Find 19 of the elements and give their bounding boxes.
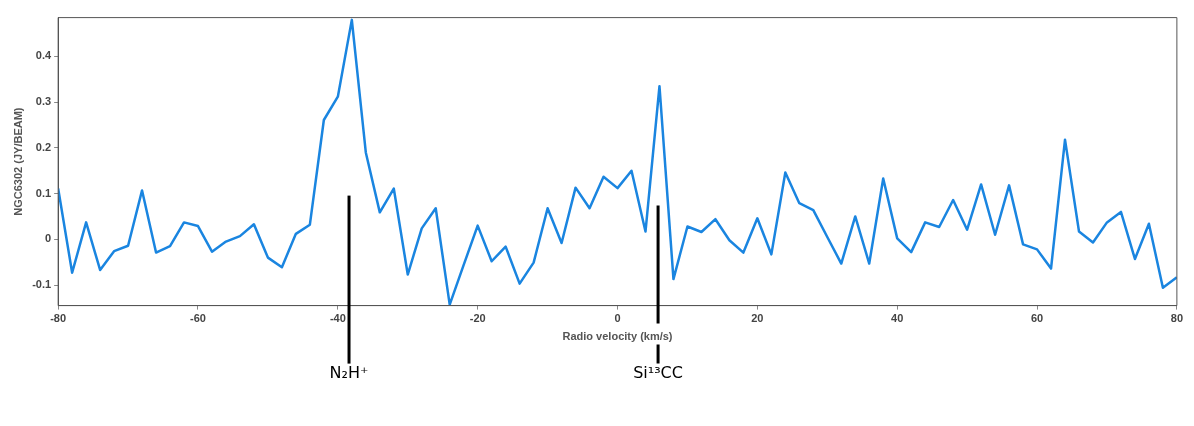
- x-tick-label: 20: [751, 312, 764, 325]
- y-tick-label: 0.1: [35, 186, 52, 199]
- y-tick-label: 0: [45, 232, 52, 245]
- x-tick-label: -20: [469, 312, 486, 325]
- x-tick-label: 60: [1030, 312, 1044, 325]
- y-tick-label: 0.2: [35, 140, 52, 153]
- x-tick-label: 80: [1170, 312, 1184, 325]
- y-tick-label: 0.3: [35, 95, 52, 108]
- x-tick-label: 0: [614, 312, 621, 325]
- ref-line-label: N₂H⁺: [329, 362, 369, 382]
- x-tick-label: -80: [50, 312, 67, 325]
- y-tick-label: 0.4: [35, 49, 53, 62]
- ref-line-label: Si¹³CC: [633, 362, 683, 382]
- y-axis-title: NGC6302 (JY/BEAM): [11, 107, 24, 216]
- x-tick-label: 40: [891, 312, 904, 325]
- x-tick-label: -40: [329, 312, 346, 325]
- x-axis-title: Radio velocity (km/s): [562, 330, 673, 343]
- y-tick-label: -0.1: [32, 278, 52, 291]
- x-tick-label: -60: [190, 312, 206, 325]
